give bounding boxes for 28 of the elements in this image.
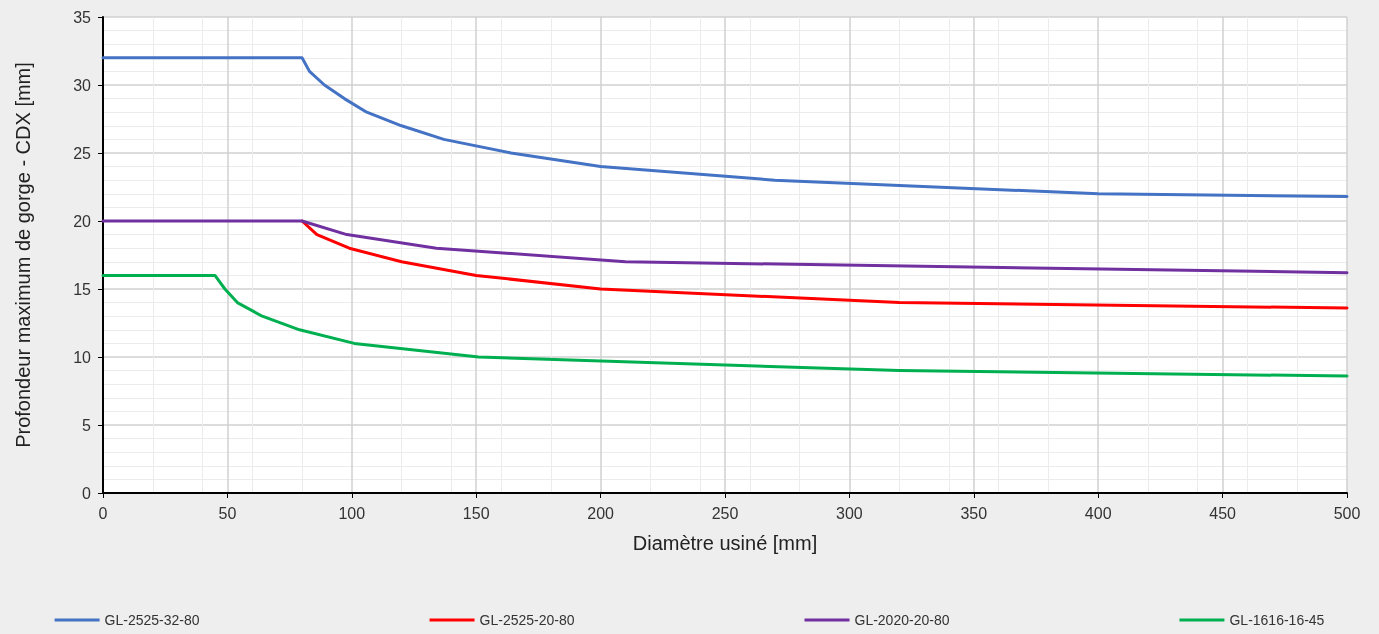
y-tick-label: 5 <box>82 416 92 434</box>
line-series <box>101 219 1349 275</box>
x-tick-label: 250 <box>711 504 739 522</box>
y-tick-label: 20 <box>73 212 92 230</box>
y-tick-label: 25 <box>73 144 92 162</box>
x-tick-label: 500 <box>1333 504 1361 522</box>
x-tick-label: 450 <box>1209 504 1237 522</box>
line-series <box>101 56 1349 199</box>
x-tick-label: 0 <box>98 504 108 522</box>
legend-label: GL-2525-20-80 <box>479 612 575 628</box>
x-axis-title: Diamètre usiné [mm] <box>632 532 818 554</box>
x-tick-label: 100 <box>338 504 366 522</box>
y-tick-label: 10 <box>73 348 92 366</box>
x-tick-label: 350 <box>960 504 988 522</box>
x-tick-label: 200 <box>587 504 615 522</box>
x-tick-label: 300 <box>836 504 863 522</box>
line-series <box>101 273 1349 378</box>
y-tick-label: 35 <box>73 8 92 26</box>
legend-label: GL-1616-16-45 <box>1229 612 1325 628</box>
legend-label: GL-2525-32-80 <box>104 612 200 628</box>
x-tick-label: 50 <box>218 504 237 522</box>
y-axis-title: Profondeur maximum de gorge - CDX [mm] <box>12 62 34 448</box>
x-tick-label: 400 <box>1084 504 1112 522</box>
x-tick-label: 150 <box>462 504 490 522</box>
y-tick-label: 15 <box>73 280 92 298</box>
legend-label: GL-2020-20-80 <box>854 612 950 628</box>
y-tick-label: 30 <box>73 76 92 94</box>
y-tick-label: 0 <box>82 484 92 502</box>
